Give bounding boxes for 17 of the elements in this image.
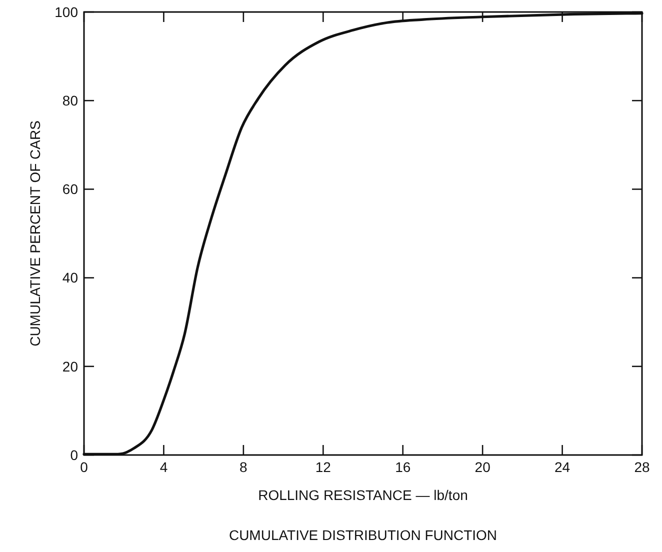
x-tick-label: 16 [395, 459, 411, 475]
x-tick-label: 24 [554, 459, 570, 475]
x-tick-label: 4 [160, 459, 168, 475]
x-tick-label: 8 [240, 459, 248, 475]
y-tick-label: 100 [54, 4, 78, 20]
x-tick-label: 12 [315, 459, 332, 475]
y-tick-label: 20 [62, 358, 78, 374]
y-axis-title: CUMULATIVE PERCENT OF CARS [27, 120, 43, 346]
x-axis-title: ROLLING RESISTANCE — lb/ton [258, 487, 468, 503]
y-tick-label: 80 [62, 92, 78, 108]
y-tick-label: 0 [70, 446, 78, 463]
y-tick-label: 60 [62, 181, 78, 198]
y-tick-label: 40 [62, 270, 78, 286]
x-tick-label: 0 [80, 459, 88, 475]
text: CUMULATIVE DISTRIBUTION FUNCTION [228, 527, 498, 543]
x-tick-label: 28 [634, 459, 650, 475]
x-tick-label: 20 [474, 459, 491, 475]
